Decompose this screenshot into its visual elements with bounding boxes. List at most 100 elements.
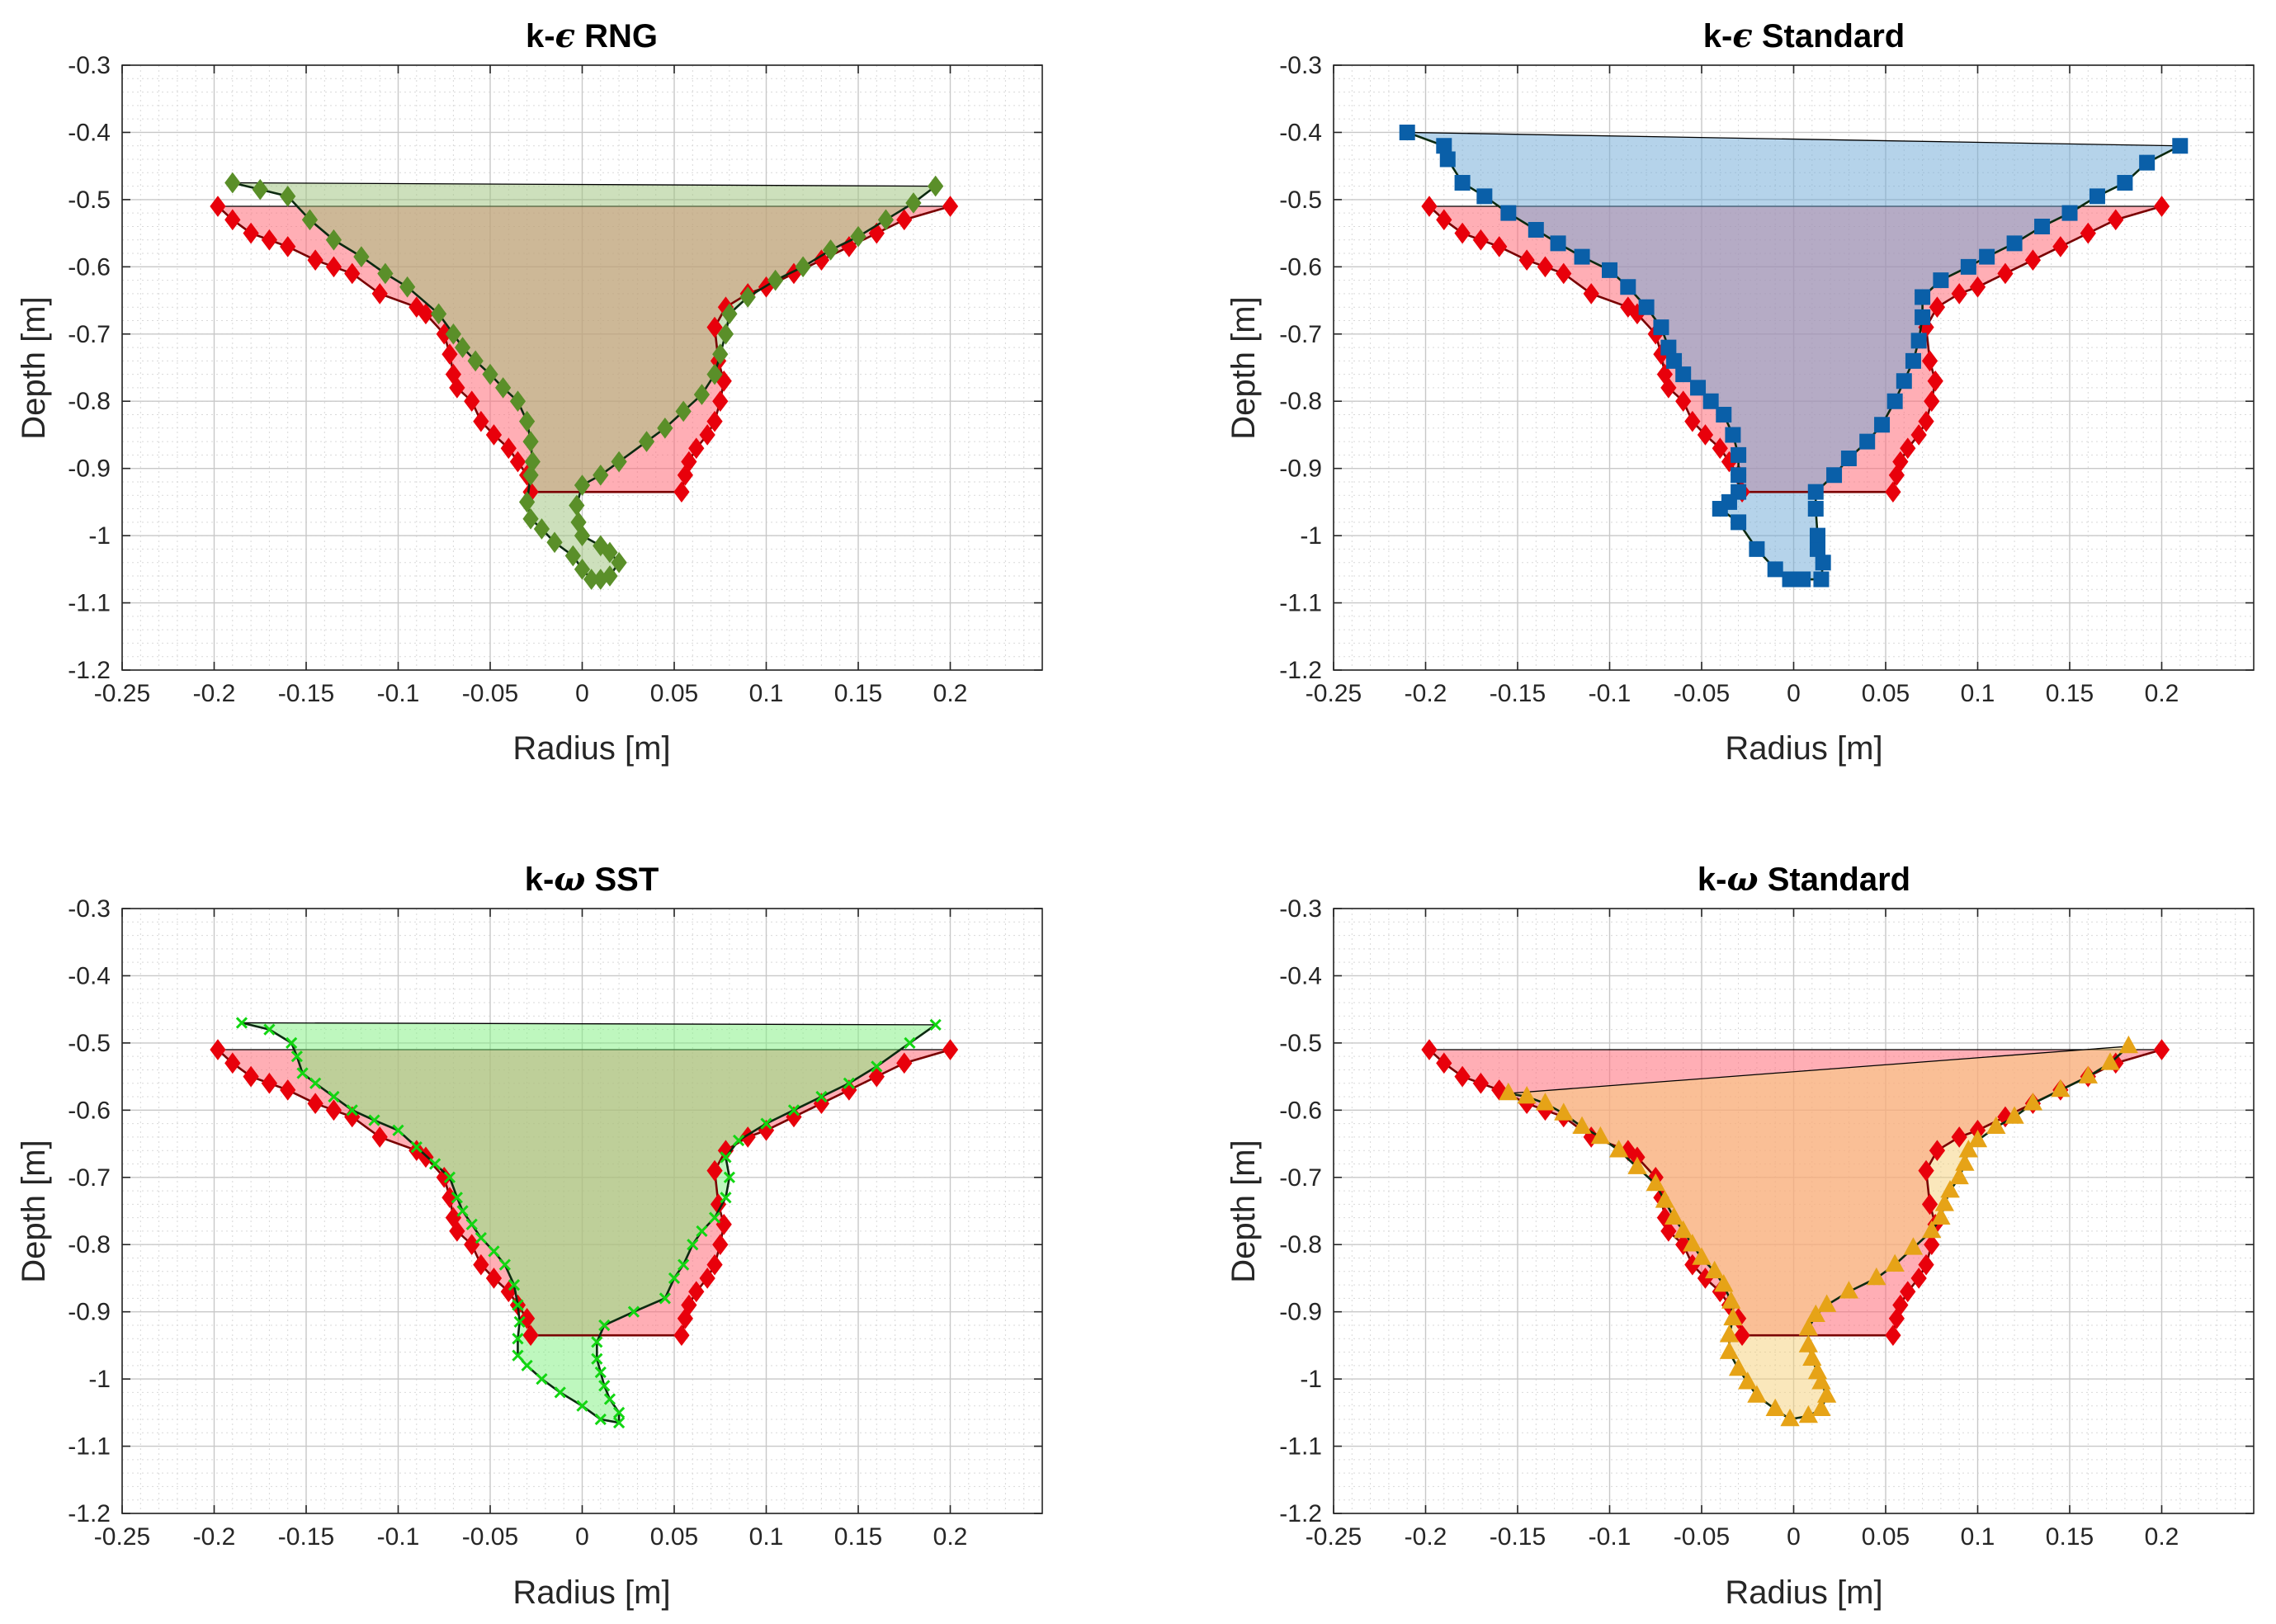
series-markers xyxy=(1499,1035,2139,1427)
data-point xyxy=(706,363,723,385)
data-point xyxy=(488,1245,500,1258)
data-point xyxy=(1583,283,1599,304)
data-point xyxy=(522,431,539,452)
data-point xyxy=(467,350,484,372)
x-tick-label: 0 xyxy=(1787,1523,1801,1551)
chart-k-omega-standard: k-ω Standard -0.25 -0.2 -0.15 -0.1 -0.05 0 0.0… xyxy=(1225,860,2255,1611)
y-tick-label: -0.5 xyxy=(1279,186,1322,214)
x-tick-label: 0.2 xyxy=(2145,1523,2179,1551)
data-point xyxy=(344,262,361,285)
data-point xyxy=(598,1380,611,1392)
data-point xyxy=(1886,393,1903,409)
data-point xyxy=(399,276,416,298)
data-point xyxy=(659,1292,671,1305)
data-point xyxy=(1979,248,1995,265)
data-point xyxy=(1767,561,1783,578)
y-tick-label: -1.1 xyxy=(68,590,111,617)
data-point xyxy=(638,431,655,452)
data-point xyxy=(699,424,715,446)
x-tick-label: -0.1 xyxy=(377,1523,420,1551)
data-point xyxy=(325,229,342,251)
data-point xyxy=(1915,289,1931,305)
x-tick-label: -0.05 xyxy=(1674,1523,1730,1551)
x-tick-label: -0.2 xyxy=(1405,680,1447,707)
data-point xyxy=(1660,377,1677,399)
data-point xyxy=(2034,218,2051,234)
data-point xyxy=(554,1386,566,1399)
data-point xyxy=(2004,1106,2024,1124)
data-point xyxy=(1910,424,1927,446)
x-tick-label: 0 xyxy=(575,1523,589,1551)
y-tick-label: -1 xyxy=(88,1366,111,1393)
data-point xyxy=(1675,366,1692,383)
data-point xyxy=(500,437,517,460)
data-point xyxy=(677,464,694,486)
series-markers xyxy=(224,172,944,590)
data-point xyxy=(280,185,296,207)
x-tick-label: -0.2 xyxy=(1405,1523,1447,1551)
y-tick-label: -0.7 xyxy=(68,1164,111,1192)
data-point xyxy=(1798,1334,1818,1353)
data-point xyxy=(1900,1281,1916,1303)
data-point xyxy=(442,343,458,366)
x-tick-label: -0.25 xyxy=(94,1523,150,1551)
x-tick-label: -0.05 xyxy=(462,1523,518,1551)
data-point xyxy=(1924,1234,1940,1256)
y-tick-label: -0.9 xyxy=(1279,456,1322,483)
data-point xyxy=(1918,1253,1934,1276)
data-point xyxy=(473,1253,489,1276)
data-point xyxy=(309,1077,322,1089)
data-point xyxy=(1655,1190,1675,1208)
x-tick-label: -0.1 xyxy=(1589,680,1631,707)
data-point xyxy=(1572,1116,1592,1134)
data-point xyxy=(498,1258,511,1271)
data-point xyxy=(1664,1206,1684,1225)
data-point xyxy=(1436,1052,1452,1074)
data-point xyxy=(418,1146,434,1168)
x-tick-label: 0.1 xyxy=(1961,680,1995,707)
data-point xyxy=(1960,258,1976,275)
data-point xyxy=(1795,571,1811,588)
ticks: -0.25 -0.2 -0.15 -0.1 -0.05 0 0.05 0.1 0.15 0.2 -0… xyxy=(1279,895,2254,1551)
data-point xyxy=(739,286,756,308)
data-point xyxy=(1969,276,1986,298)
data-point xyxy=(1472,1072,1490,1094)
chart-k-epsilon-standard: k-ϵ Standard -0.25 -0.2 -0.15 -0.1 -0.05 0 0.0… xyxy=(1225,17,2255,767)
data-point xyxy=(1675,390,1692,413)
chart-k-epsilon-rng: k-ϵ RNG -0.25 -0.2 -0.15 -0.1 -0.05 0 0.05 0.1 0… xyxy=(16,17,1043,767)
data-point xyxy=(464,390,480,413)
y-tick-label: -1.2 xyxy=(68,1500,111,1527)
data-point xyxy=(594,1413,607,1426)
data-point xyxy=(706,316,723,338)
data-point xyxy=(813,249,830,271)
data-point xyxy=(594,1366,607,1379)
y-axis-label: Depth [m] xyxy=(16,1140,52,1282)
data-point xyxy=(371,1126,388,1148)
data-point xyxy=(1958,1140,1978,1158)
data-point xyxy=(1807,1361,1828,1380)
data-point xyxy=(2023,1093,2043,1111)
data-point xyxy=(688,1281,705,1303)
y-tick-label: -1 xyxy=(88,522,111,550)
data-point xyxy=(760,1117,772,1130)
x-tick-label: 0.1 xyxy=(749,1523,784,1551)
data-point xyxy=(371,283,388,304)
data-point xyxy=(418,303,434,325)
data-point xyxy=(868,1065,885,1088)
data-point xyxy=(2006,235,2023,252)
x-tick-label: -0.25 xyxy=(1306,1523,1362,1551)
data-point xyxy=(392,1124,404,1136)
data-point xyxy=(1714,1274,1734,1292)
x-tick-label: 0.2 xyxy=(933,1523,968,1551)
data-point xyxy=(377,262,394,285)
data-point xyxy=(1454,222,1471,244)
data-point xyxy=(1472,229,1490,251)
x-tick-label: 0.2 xyxy=(933,680,968,707)
data-point xyxy=(522,1324,539,1347)
data-point xyxy=(1813,571,1830,588)
y-tick-label: -0.9 xyxy=(68,1299,111,1326)
data-point xyxy=(290,1050,303,1063)
data-point xyxy=(436,1166,452,1188)
data-point xyxy=(1454,175,1471,191)
data-point xyxy=(706,1159,723,1182)
